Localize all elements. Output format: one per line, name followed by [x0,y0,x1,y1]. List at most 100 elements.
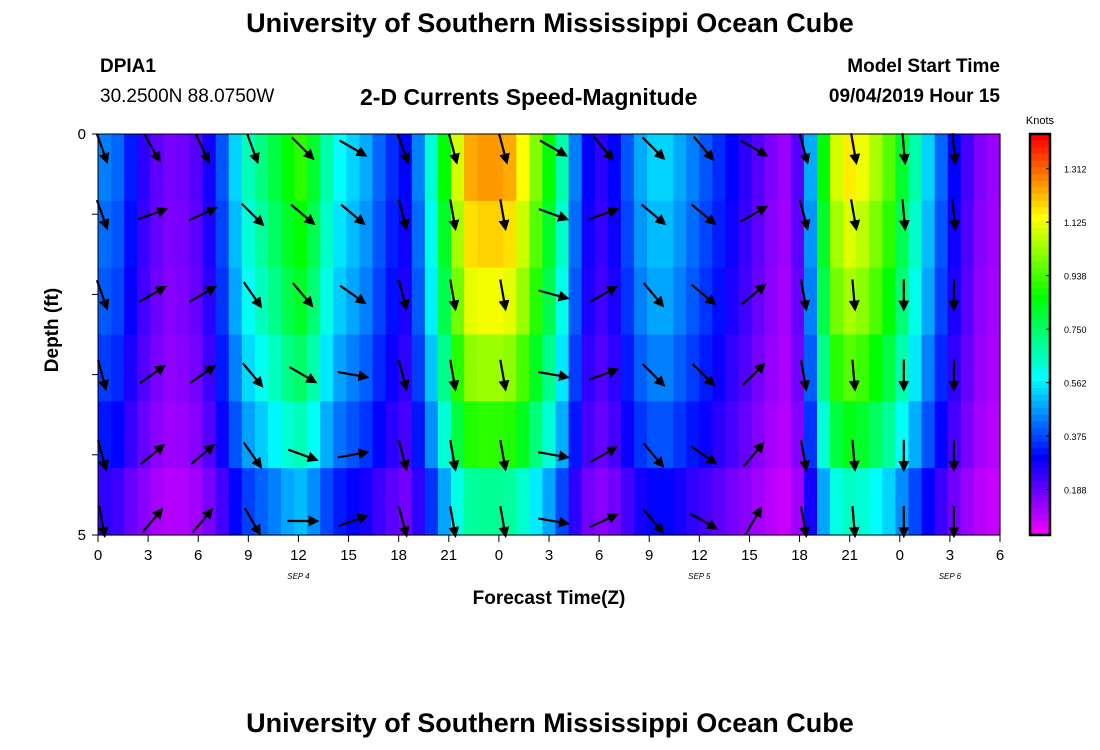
current-arrow [339,139,368,157]
colorbar-segment [1030,381,1050,389]
x-axis: 0 3 6 9 12 15 18 21 0 3 6 9 12 15 18 21 0 3 6 SEP 4 SEP 5 SEP… [94,535,1004,581]
heat-cell [202,134,217,202]
current-arrow [287,448,319,463]
heat-cell [581,267,596,336]
colorbar-segment [1030,374,1050,382]
heat-cell [437,468,452,536]
heat-cell [895,468,910,536]
x-tick-label: 9 [645,547,653,564]
heat-cell [215,334,230,402]
heatmap-cells [98,134,1001,536]
heat-cell [359,334,374,402]
current-arrow [397,440,410,472]
heat-cell [816,267,831,336]
current-arrow [538,289,570,302]
heat-cell [542,200,557,269]
current-arrow [588,367,620,381]
x-tick-label: 15 [340,547,357,564]
heat-cell [346,267,361,336]
current-arrow [97,506,109,538]
heat-cell [254,200,269,269]
current-arrow [848,439,860,472]
heat-cell [385,468,400,536]
heat-cell [411,134,426,202]
current-arrow [340,203,366,226]
x-tick-label: 6 [996,547,1004,564]
colorbar-tick-label: 0.375 [1064,432,1087,442]
heat-cell [738,134,753,202]
heat-cell [699,401,713,469]
heat-cell [124,200,138,269]
heat-cell [921,401,936,469]
current-arrow [448,439,460,472]
heat-cell [921,267,936,336]
heat-cell [320,401,334,469]
heat-cell [529,267,544,336]
day-label: SEP 6 [939,572,962,581]
current-arrow [243,507,261,536]
current-arrow [849,133,861,165]
heat-cell [267,267,282,336]
current-arrow [538,370,570,382]
heat-cell [267,401,282,469]
current-arrow [691,363,716,387]
heat-cell [699,334,713,402]
heat-cell [986,134,1001,202]
heat-cell [660,334,674,402]
current-arrow [241,362,264,388]
current-arrow [948,133,960,166]
heat-cell [803,267,818,336]
heat-cell [568,200,583,269]
heat-cell [241,468,256,536]
heat-cell [437,267,452,336]
heat-cell [464,334,478,402]
current-arrow [539,139,568,157]
heat-cell [856,134,870,202]
colorbar-tick-label: 1.125 [1064,218,1087,228]
heat-cell [594,334,609,402]
heat-cell [124,401,138,469]
heat-cell [908,134,923,202]
heat-cell [424,468,439,536]
colorbar-segment [1030,394,1050,402]
heat-cell [529,334,544,402]
heat-cell [241,334,256,402]
heat-cell [869,468,883,536]
heat-cell [620,267,635,336]
current-arrow [849,199,861,232]
heat-cell [555,267,570,336]
colorbar-segment [1030,474,1050,483]
heat-cell [647,468,661,536]
heat-cell [947,401,962,469]
x-tick-label: 0 [896,547,904,564]
heat-cell [202,267,217,336]
heat-cell [777,334,792,402]
heat-cell [973,468,988,536]
heat-cell [633,401,648,469]
current-arrow [498,439,510,472]
current-arrow [498,359,510,392]
heat-cell [777,200,792,269]
colorbar-segment [1030,187,1050,195]
heat-cell [660,468,674,536]
current-arrow [498,199,510,232]
current-arrow [448,279,460,312]
heat-cell [673,334,687,402]
heat-cell [359,134,374,202]
colorbar-segment [1030,260,1050,269]
heat-cell [777,134,792,202]
current-arrow [742,441,765,468]
heat-cell [189,334,204,402]
heat-cell [437,334,452,402]
heat-cell [424,401,439,469]
current-arrow [138,285,168,303]
current-arrow [448,199,460,232]
heat-cell [176,134,191,202]
current-arrow [642,442,665,468]
heat-cell [150,267,164,336]
heat-cell [477,267,491,336]
x-tick-label: 12 [290,547,307,564]
colorbar-segment [1030,154,1050,162]
current-arrow [290,203,316,226]
